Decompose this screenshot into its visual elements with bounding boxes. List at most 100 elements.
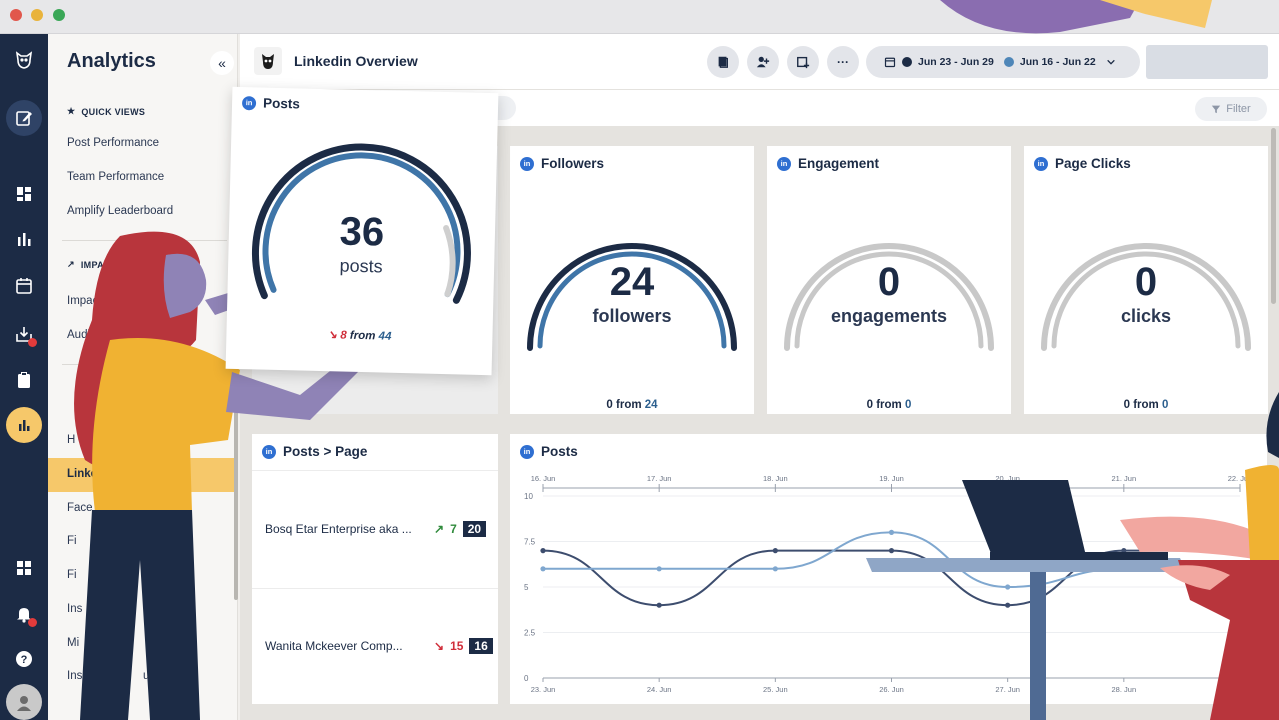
linkedin-icon: in	[241, 95, 257, 110]
engagement-card: in Engagement 0 engagements 0 from 0	[767, 146, 1011, 414]
y-tick-label: 10	[524, 492, 533, 501]
help-icon[interactable]: ?	[6, 641, 42, 677]
sidebar-item-f1[interactable]: Fi	[67, 535, 77, 547]
posts-delta: 8	[340, 329, 347, 342]
top-axis-label: 17. Jun	[647, 474, 672, 483]
series-2-point	[656, 566, 662, 572]
clipboard-icon[interactable]	[6, 362, 42, 398]
page-clicks-current-arc	[1051, 251, 1241, 349]
sidebar-item-instagram[interactable]: Ins	[67, 603, 83, 615]
copy-icon	[718, 56, 728, 68]
filter-icon	[1212, 105, 1221, 114]
chevron-down-icon	[1106, 59, 1115, 65]
x-axis-label: 24. Jun	[647, 685, 672, 694]
row-divider	[252, 470, 498, 471]
minimize-window-button[interactable]	[31, 9, 43, 21]
sidebar-item-instagram-audience[interactable]: Ins	[67, 670, 83, 682]
sidebar-item-partial: H	[67, 434, 76, 446]
post-count: 16	[469, 638, 493, 654]
sidebar-item-facebook[interactable]: Face	[67, 502, 93, 514]
y-tick-label: 5	[524, 583, 529, 592]
compose-icon[interactable]	[6, 100, 42, 136]
top-axis-label: 16. Jun	[531, 474, 556, 483]
add-user-button[interactable]	[747, 46, 779, 78]
star-icon: ★	[67, 106, 76, 116]
posts-comparison: ↘ 8 from 44	[226, 325, 492, 345]
more-options-button[interactable]: ···	[827, 46, 859, 78]
page-clicks-gauge	[1041, 243, 1251, 351]
sidebar-item-f2[interactable]: Fi	[67, 569, 77, 581]
bell-icon[interactable]	[6, 596, 42, 632]
illustration-desk-top	[866, 558, 1186, 572]
linkedin-icon: in	[262, 444, 276, 459]
followers-unit: followers	[592, 306, 672, 326]
engagement-comparison-previous: 0	[904, 399, 912, 411]
maximize-window-button[interactable]	[53, 9, 65, 21]
calendar-icon[interactable]	[6, 268, 42, 304]
y-tick-label: 2.5	[524, 629, 536, 638]
analytics-icon[interactable]	[6, 407, 42, 443]
collapse-sidebar-button[interactable]: «	[210, 51, 234, 75]
page-clicks-comparison-current: 0 from	[1123, 399, 1159, 411]
posts-chart-title: in Posts	[520, 444, 578, 459]
top-axis-label: 21. Jun	[1112, 474, 1137, 483]
followers-comparison-current: 0 from	[606, 399, 642, 411]
table-row[interactable]: Wanita Mckeever Comp... ↘ 15 16	[265, 638, 493, 654]
series-2-point	[772, 566, 778, 572]
close-window-button[interactable]	[10, 9, 22, 21]
series-2-point	[888, 529, 895, 535]
posts-per-page-title: in Posts > Page	[262, 444, 367, 459]
trend-down-icon: ↘	[327, 329, 338, 342]
engagement-card-title: in Engagement	[777, 156, 879, 171]
followers-comparison: 0 from 24	[510, 399, 754, 411]
add-widget-icon	[797, 56, 810, 69]
top-axis-label: 19. Jun	[879, 474, 904, 483]
followers-value: 24	[609, 260, 655, 304]
posts-gauge	[251, 143, 471, 304]
followers-gauge	[527, 243, 737, 351]
app-nav-rail: ?	[0, 34, 48, 720]
linkedin-icon: in	[1034, 156, 1048, 171]
page-header: Linkedin Overview ··· Jun 23 - Jun 29 Ju…	[240, 34, 1279, 90]
posts-card-title: in Posts	[241, 95, 300, 111]
sidebar-item-team-performance[interactable]: Team Performance	[67, 171, 165, 183]
table-row[interactable]: Bosq Etar Enterprise aka ... ↗ 7 20	[265, 521, 487, 537]
streams-icon[interactable]	[6, 221, 42, 257]
sidebar-item-linkedin[interactable]: Linke	[67, 468, 98, 480]
add-widget-button[interactable]	[787, 46, 819, 78]
posts-previous-arc	[251, 143, 471, 304]
sidebar-item-post-performance[interactable]: Post Performance	[67, 137, 160, 149]
inbox-icon[interactable]	[6, 316, 42, 352]
posts-comparison-word: from	[349, 329, 376, 343]
avatar[interactable]	[6, 684, 42, 720]
illustration-legs	[80, 510, 200, 720]
date-range-picker[interactable]: Jun 23 - Jun 29 Jun 16 - Jun 22	[866, 46, 1140, 78]
owl-logo-icon[interactable]	[6, 42, 42, 78]
post-count: 20	[462, 521, 487, 537]
series-1-point	[888, 548, 895, 554]
top-axis-label: 20. Jun	[995, 474, 1020, 483]
series-1-point	[540, 548, 546, 554]
copy-button[interactable]	[707, 46, 739, 78]
sidebar-item-amplify-leaderboard[interactable]: Amplify Leaderboard	[67, 205, 174, 217]
calendar-icon	[884, 57, 896, 68]
posts-per-page-card: in Posts > Page Bosq Etar Enterprise aka…	[252, 434, 498, 704]
followers-comparison-previous: 24	[644, 399, 658, 411]
posts-remaining-arc	[443, 225, 456, 298]
y-tick-label: 0	[524, 674, 529, 683]
x-axis-label: 25. Jun	[763, 685, 788, 694]
dashboard-icon[interactable]	[6, 176, 42, 212]
x-axis-label: 23. Jun	[531, 685, 556, 694]
owl-avatar-icon	[254, 47, 282, 75]
engagement-value: 0	[877, 260, 901, 304]
illustration-arm	[940, 0, 1140, 34]
filter-button[interactable]: Filter	[1195, 97, 1267, 121]
apps-icon[interactable]	[6, 550, 42, 586]
illustration-face	[163, 253, 207, 318]
engagement-gauge	[784, 243, 994, 351]
sidebar-item-m[interactable]: Mi	[67, 637, 80, 649]
series-1-point	[1121, 548, 1127, 554]
content-scrollbar[interactable]	[1271, 128, 1276, 304]
series-1-point	[1005, 602, 1011, 608]
